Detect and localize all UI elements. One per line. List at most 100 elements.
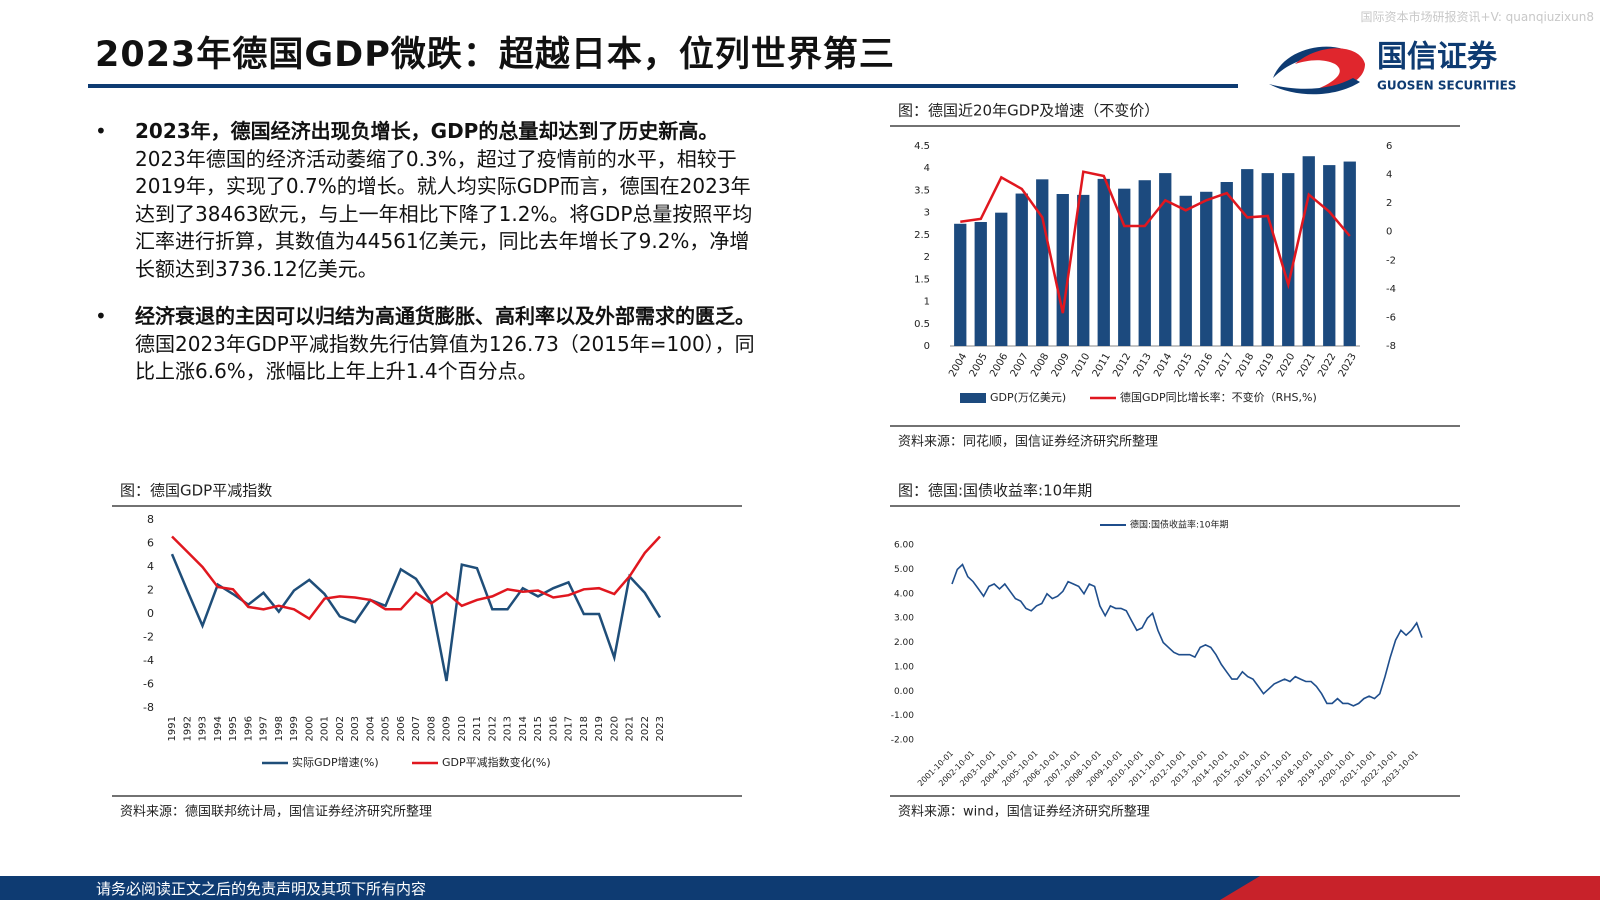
y-tick-label: 2: [924, 252, 930, 263]
bar: [1118, 188, 1131, 346]
x-tick-label: 2004: [947, 352, 969, 380]
y-tick-label: 4.00: [894, 589, 914, 599]
bullet-lead: 2023年，德国经济出现负增长，GDP的总量却达到了历史新高。: [135, 119, 719, 143]
y-tick-label: -8: [143, 701, 154, 714]
x-tick-label: 2011: [472, 716, 483, 741]
y-tick-label: -2.00: [891, 736, 915, 746]
x-tick-label: 2020: [1275, 352, 1297, 380]
bar: [1077, 194, 1090, 346]
x-tick-label: 2017: [1214, 352, 1236, 380]
x-tick-label: 2010: [1070, 352, 1092, 380]
y-tick-label: 6.00: [894, 541, 914, 551]
x-tick-label: 2002: [335, 716, 346, 741]
y2-tick-label: -8: [1386, 341, 1396, 352]
y-tick-label: 1.00: [894, 662, 914, 672]
bar: [1015, 193, 1028, 346]
x-tick-label: 2005: [968, 352, 990, 380]
x-tick-label: 2007: [411, 716, 422, 741]
x-tick-label: 2005: [381, 716, 392, 741]
y-tick-label: 0.5: [914, 319, 930, 330]
x-tick-label: 2021: [1296, 352, 1318, 380]
x-tick-label: 2015: [1173, 352, 1195, 380]
bar: [995, 212, 1008, 346]
chart-title: 图：德国:国债收益率:10年期: [898, 482, 1092, 500]
logo-name-en: GUOSEN SECURITIES: [1377, 79, 1516, 93]
x-tick-label: 2018: [1234, 352, 1256, 380]
x-tick-label: 2004: [365, 716, 376, 741]
x-tick-label: 2010: [457, 716, 468, 741]
x-tick-label: 2003: [350, 716, 361, 741]
y2-tick-label: 6: [1386, 141, 1392, 152]
bar: [1302, 156, 1315, 346]
x-tick-label: 2022: [640, 716, 651, 741]
bullet: • 经济衰退的主因可以归结为高通货膨胀、高利率以及外部需求的匮乏。德国2023年G…: [95, 304, 755, 384]
x-tick-label: 1994: [213, 716, 224, 741]
y-tick-label: 8: [147, 513, 154, 526]
x-tick-label: 1997: [259, 716, 270, 741]
bar: [1200, 191, 1213, 346]
y-tick-label: 4.5: [914, 141, 930, 152]
bar: [954, 223, 967, 346]
x-tick-label: 2008: [1029, 352, 1051, 380]
bar: [1241, 169, 1254, 346]
y-tick-label: 2.00: [894, 638, 914, 648]
bar: [1220, 182, 1233, 346]
x-tick-label: 2023: [1337, 352, 1359, 380]
x-tick-label: 1998: [274, 716, 285, 741]
x-tick-label: 2019: [1255, 352, 1277, 380]
x-tick-label: 2014: [518, 716, 529, 741]
title-rule: [88, 84, 1238, 88]
x-tick-label: 2006: [988, 352, 1010, 380]
y2-tick-label: -2: [1386, 255, 1396, 266]
x-tick-label: 1992: [182, 716, 193, 741]
x-tick-label: 2009: [442, 716, 453, 741]
x-tick-label: 2006: [396, 716, 407, 741]
y2-tick-label: -6: [1386, 312, 1396, 323]
y-tick-label: -6: [143, 678, 154, 691]
x-tick-label: 2007: [1009, 352, 1031, 380]
x-tick-label: 2023: [655, 716, 666, 741]
bar: [1138, 180, 1151, 346]
x-tick-label: 2016: [1193, 352, 1215, 380]
y2-tick-label: 4: [1386, 170, 1392, 181]
x-tick-label: 1991: [167, 716, 178, 741]
x-tick-label: 1995: [228, 716, 239, 741]
x-tick-label: 1996: [243, 716, 254, 741]
bar: [1056, 194, 1069, 346]
chart: 图：德国近20年GDP及增速（不变价） 资料来源：同花顺，国信证券经济研究所整理 0…: [890, 102, 1460, 450]
bullet-list: • 2023年，德国经济出现负增长，GDP的总量却达到了历史新高。2023年德国的…: [95, 118, 755, 406]
chart-title: 图：德国近20年GDP及增速（不变价）: [898, 102, 1159, 120]
legend-label: GDP(万亿美元): [990, 391, 1066, 404]
chart-title: 图：德国GDP平减指数: [120, 482, 272, 500]
y-tick-label: -2: [143, 631, 154, 644]
legend-label: GDP平减指数变化(%): [442, 755, 551, 769]
x-tick-label: 2020: [609, 716, 620, 741]
bullet: • 2023年，德国经济出现负增长，GDP的总量却达到了历史新高。2023年德国的…: [95, 119, 753, 281]
x-tick-label: 2012: [1111, 352, 1133, 380]
bullet-text: 德国2023年GDP平减指数先行估算值为126.73（2015年=100），同比…: [135, 331, 755, 384]
line: [170, 553, 662, 682]
x-tick-label: 2016: [548, 716, 559, 741]
line: [171, 535, 661, 621]
bullet-text: 2023年德国的经济活动萎缩了0.3%，超过了疫情前的水平，相较于2019年，实…: [135, 146, 753, 281]
bullet-lead: 经济衰退的主因可以归结为高通货膨胀、高利率以及外部需求的匮乏。: [135, 304, 755, 328]
footer-text: 请务必阅读正文之后的免责声明及其项下所有内容: [96, 880, 427, 898]
x-tick-label: 2001: [320, 716, 331, 741]
y-tick-label: 3.5: [914, 185, 930, 196]
line: [960, 170, 1351, 314]
bar: [1282, 173, 1295, 346]
chart-source: 资料来源：wind，国信证券经济研究所整理: [898, 804, 1150, 820]
watermark: 国际资本市场研报资讯+V: quanqiuzixun8: [1360, 10, 1594, 24]
y-tick-label: 0: [924, 341, 930, 352]
y-tick-label: -1.00: [891, 711, 915, 721]
legend-label: 实际GDP增速(%): [292, 755, 379, 769]
slide-title: 2023年德国GDP微跌：超越日本，位列世界第三: [95, 35, 895, 75]
y-tick-label: 4: [147, 560, 154, 573]
chart-source: 资料来源：同花顺，国信证券经济研究所整理: [898, 434, 1158, 450]
y-tick-label: 3: [924, 208, 930, 219]
x-tick-label: 1999: [289, 716, 300, 741]
line: [951, 563, 1423, 707]
x-tick-label: 2018: [579, 716, 590, 741]
logo: 国信证券 GUOSEN SECURITIES: [1269, 40, 1516, 95]
y-tick-label: 0.00: [894, 687, 914, 697]
